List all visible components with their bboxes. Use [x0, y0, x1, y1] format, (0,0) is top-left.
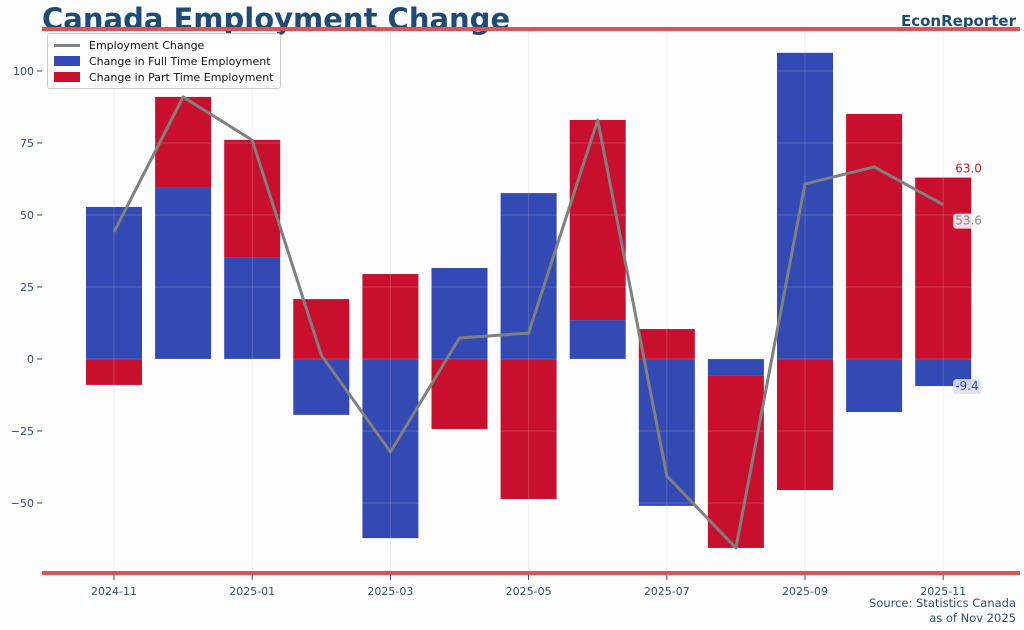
bar-part-time: [777, 359, 833, 491]
bar-part-time: [915, 177, 972, 359]
bar-full-time: [569, 320, 626, 359]
x-tick-label: 2024-11: [91, 585, 137, 598]
top-rule: [42, 27, 1020, 31]
annotation-full-time: -9.4: [955, 379, 978, 393]
bar-part-time: [362, 274, 419, 359]
annotation-part-time-bg: [953, 161, 982, 177]
legend-item-total: Employment Change: [54, 37, 273, 53]
legend: Employment Change Change in Full Time Em…: [47, 33, 282, 89]
bar-part-time: [707, 375, 764, 548]
bar-full-time: [155, 187, 212, 359]
y-tick-label: −25: [11, 425, 34, 438]
bar-part-time: [500, 359, 557, 499]
source-note: Source: Statistics Canada as of Nov 2025: [869, 596, 1016, 626]
bar-full-time: [846, 359, 903, 412]
brand-logo: EconReporter: [900, 12, 1016, 30]
bar-full-time: [707, 359, 764, 376]
x-tick-label: 2025-11: [920, 585, 966, 598]
annotation-total-bg: [953, 213, 982, 229]
legend-pt-swatch: [54, 72, 80, 82]
bar-full-time: [224, 257, 281, 359]
annotation-part-time: 63.0: [955, 162, 982, 176]
legend-label: Change in Full Time Employment: [89, 54, 271, 68]
x-tick-label: 2025-01: [229, 585, 275, 598]
y-tick-label: 50: [20, 209, 34, 222]
x-tick-label: 2025-05: [506, 585, 552, 598]
bottom-rule: [42, 571, 1020, 575]
legend-item-part-time: Change in Part Time Employment: [54, 69, 273, 85]
bar-full-time: [362, 359, 419, 539]
legend-line-swatch: [54, 43, 80, 47]
x-tick-label: 2025-07: [644, 585, 690, 598]
bar-full-time: [777, 52, 833, 360]
annotation-total: 53.6: [955, 214, 982, 228]
legend-label: Employment Change: [89, 38, 205, 52]
legend-label: Change in Part Time Employment: [89, 70, 274, 84]
employment-change-line: [112, 95, 944, 550]
bar-part-time: [86, 359, 142, 385]
bar-full-time: [86, 206, 142, 359]
bar-full-time: [431, 267, 488, 359]
bar-part-time: [638, 329, 695, 359]
source-text: Source: Statistics Canada: [868, 596, 1016, 610]
y-tick-label: 75: [20, 137, 34, 150]
x-tick-label: 2025-03: [367, 585, 413, 598]
bar-part-time: [846, 113, 903, 359]
y-tick-label: 0: [27, 353, 34, 366]
legend-ft-swatch: [54, 56, 80, 66]
asof-text: as of Nov 2025: [929, 611, 1016, 625]
legend-item-full-time: Change in Full Time Employment: [54, 53, 273, 69]
x-tick-label: 2025-09: [782, 585, 828, 598]
y-tick-label: 25: [20, 281, 34, 294]
bar-full-time: [293, 359, 350, 415]
y-tick-label: −50: [11, 497, 34, 510]
bar-part-time: [155, 96, 212, 188]
y-tick-label: 100: [13, 65, 34, 78]
annotation-full-time-bg: [953, 379, 982, 395]
bar-part-time: [293, 299, 350, 359]
